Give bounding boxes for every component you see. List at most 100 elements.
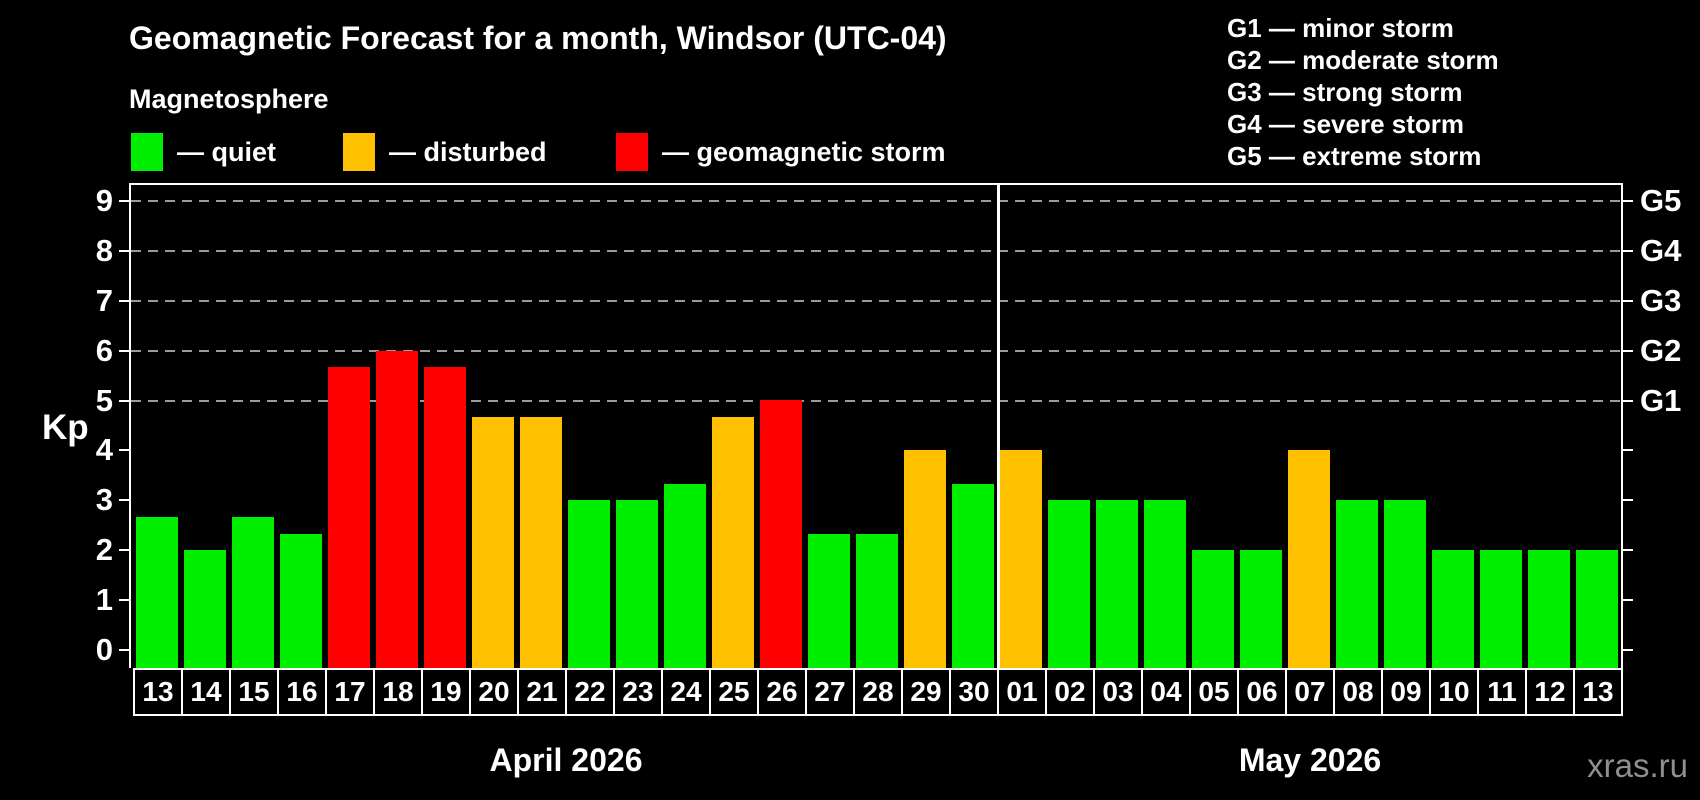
plot-area [129,183,1623,668]
right-tick-kp-8 [1623,249,1633,252]
legend-item-disturbed: — disturbed [343,133,603,171]
kp-bar-day-24-apr [664,484,706,668]
legend-item-quiet: — quiet [131,133,341,171]
y-tick-label-7: 7 [95,282,113,318]
y-tick-label-6: 6 [95,332,113,368]
day-cell-may-12: 12 [1525,668,1575,716]
kp-bar-day-22-apr [568,500,610,668]
day-cell-apr-17: 17 [325,668,375,716]
kp-bar-day-06-may [1240,550,1282,668]
day-cell-may-02: 02 [1045,668,1095,716]
day-cell-may-11: 11 [1477,668,1527,716]
day-cell-apr-27: 27 [805,668,855,716]
left-tick-kp-1 [119,599,129,602]
right-axis-label-g5: G5 [1640,182,1682,218]
y-tick-label-3: 3 [95,482,113,518]
right-tick-kp-7 [1623,299,1633,302]
y-tick-label-9: 9 [95,182,113,218]
right-tick-kp-9 [1623,199,1633,202]
day-cell-apr-13: 13 [133,668,183,716]
right-tick-kp-4 [1623,449,1633,452]
g-legend-line-g2: G2 — moderate storm [1227,45,1499,75]
y-axis-title: Kp [42,408,89,447]
g-legend-line-g3: G3 — strong storm [1227,77,1463,107]
left-tick-kp-8 [119,249,129,252]
kp-bar-day-07-may [1288,450,1330,668]
gridline-kp-5 [131,399,1621,402]
kp-bar-day-02-may [1048,500,1090,668]
left-tick-kp-4 [119,449,129,452]
right-axis-label-g3: G3 [1640,282,1682,318]
kp-bar-day-20-apr [472,417,514,668]
legend-item-storm: — geomagnetic storm [616,133,996,171]
plot-inner [131,185,1621,668]
day-cell-may-07: 07 [1285,668,1335,716]
g-legend-line-g4: G4 — severe storm [1227,109,1465,139]
legend-label-disturbed: — disturbed [389,137,547,167]
right-tick-kp-6 [1623,349,1633,352]
day-cell-apr-14: 14 [181,668,231,716]
watermark: xras.ru [1587,747,1688,784]
kp-bar-day-08-may [1336,500,1378,668]
kp-bar-day-27-apr [808,534,850,668]
kp-bar-day-03-may [1096,500,1138,668]
kp-bar-day-28-apr [856,534,898,668]
legend-label-quiet: — quiet [177,137,276,167]
kp-bar-day-13-apr [136,517,178,668]
day-cell-apr-20: 20 [469,668,519,716]
right-axis-label-g2: G2 [1640,332,1682,368]
month-label-april: April 2026 [489,742,643,778]
right-axis-label-g1: G1 [1640,382,1682,418]
day-cell-apr-30: 30 [949,668,999,716]
kp-bar-day-30-apr [952,484,994,668]
y-tick-label-8: 8 [95,232,113,268]
left-tick-kp-2 [119,549,129,552]
kp-bar-day-09-may [1384,500,1426,668]
left-tick-kp-5 [119,399,129,402]
day-cell-apr-18: 18 [373,668,423,716]
month-label-may: May 2026 [1238,742,1382,778]
y-tick-label-0: 0 [95,632,113,667]
kp-bar-day-26-apr [760,400,802,668]
day-cell-apr-23: 23 [613,668,663,716]
day-cell-may-05: 05 [1189,668,1239,716]
disturbed-color-swatch [343,133,375,171]
y-tick-label-2: 2 [95,532,113,568]
kp-bar-day-16-apr [280,534,322,668]
day-cell-may-09: 09 [1381,668,1431,716]
day-cell-may-03: 03 [1093,668,1143,716]
right-tick-kp-3 [1623,499,1633,502]
day-cell-may-08: 08 [1333,668,1383,716]
day-cell-apr-25: 25 [709,668,759,716]
day-cell-apr-19: 19 [421,668,471,716]
day-cell-apr-26: 26 [757,668,807,716]
day-cell-apr-24: 24 [661,668,711,716]
page-title: Geomagnetic Forecast for a month, Windso… [129,20,947,56]
left-tick-kp-9 [119,199,129,202]
day-cell-apr-22: 22 [565,668,615,716]
kp-bar-day-13-may [1576,550,1618,668]
day-cell-may-13: 13 [1573,668,1623,716]
day-cell-apr-28: 28 [853,668,903,716]
storm-color-swatch [616,133,648,171]
kp-bar-day-29-apr [904,450,946,668]
g-legend-line-g5: G5 — extreme storm [1227,141,1482,171]
right-axis-label-g4: G4 [1640,232,1682,268]
magnetosphere-heading: Magnetosphere [129,84,329,114]
kp-bar-day-01-may [1000,450,1042,668]
kp-bar-day-12-may [1528,550,1570,668]
month-separator-line [997,185,1000,668]
right-tick-kp-0 [1623,649,1633,651]
y-tick-label-1: 1 [95,582,113,618]
left-tick-kp-7 [119,299,129,302]
left-tick-kp-3 [119,499,129,502]
gridline-kp-9 [131,199,1621,202]
day-axis-strip: 13 14 15 16 17 18 19 20 21 22 23 24 25 26 27 28 29 30 01 02… [133,668,1623,716]
g-scale-legend: G1 — minor storm G2 — moderate storm G3 … [1227,12,1499,172]
day-cell-apr-29: 29 [901,668,951,716]
kp-bar-day-15-apr [232,517,274,668]
gridline-kp-7 [131,299,1621,302]
kp-bar-day-18-apr [376,351,418,668]
g-legend-line-g1: G1 — minor storm [1227,13,1454,43]
